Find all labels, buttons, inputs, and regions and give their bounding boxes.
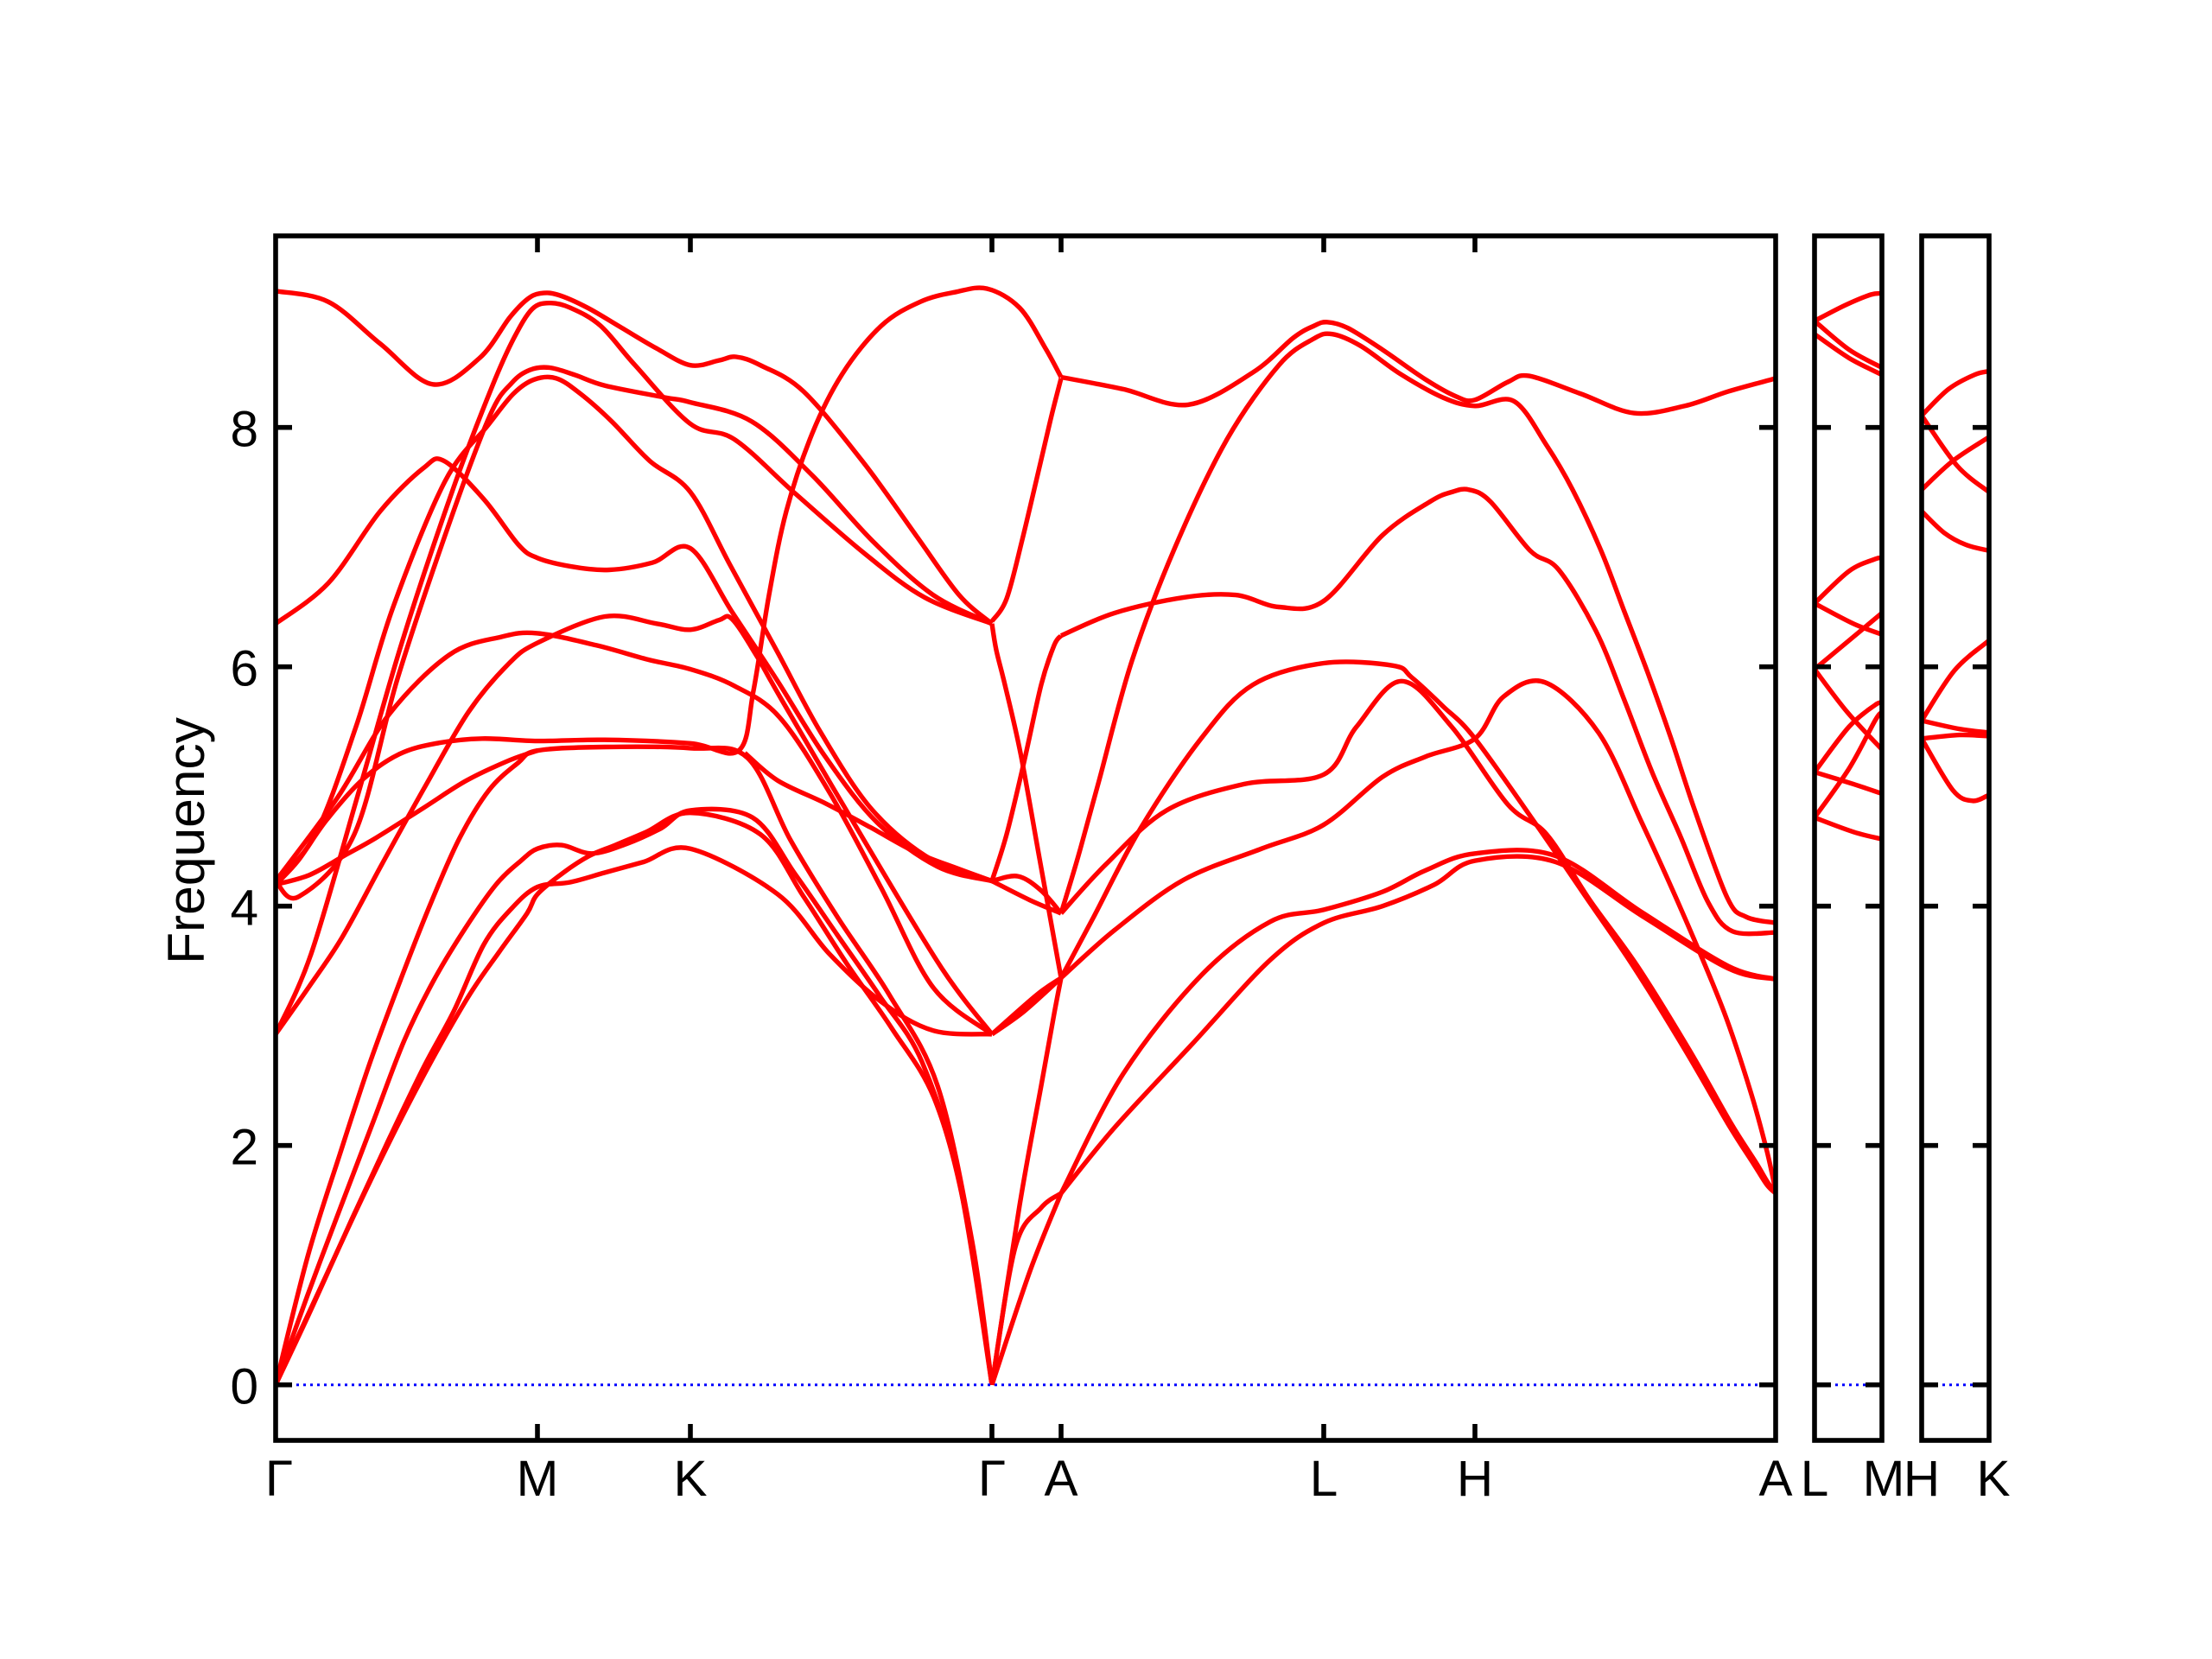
svg-text:8: 8 [230, 402, 258, 458]
svg-text:M: M [1863, 1451, 1905, 1507]
svg-text:L: L [1310, 1451, 1338, 1507]
svg-text:2: 2 [230, 1120, 258, 1176]
svg-text:A: A [1758, 1451, 1792, 1507]
svg-text:L: L [1801, 1451, 1829, 1507]
svg-text:Γ: Γ [978, 1451, 1006, 1507]
svg-text:Frequency: Frequency [156, 716, 215, 964]
svg-text:4: 4 [230, 880, 258, 937]
svg-text:K: K [673, 1451, 707, 1507]
svg-text:Γ: Γ [265, 1451, 293, 1507]
svg-text:M: M [517, 1451, 559, 1507]
svg-text:H: H [1904, 1451, 1940, 1507]
svg-text:A: A [1044, 1451, 1077, 1507]
svg-text:0: 0 [230, 1359, 258, 1415]
svg-text:K: K [1976, 1451, 2010, 1507]
svg-text:6: 6 [230, 641, 258, 697]
svg-text:H: H [1457, 1451, 1493, 1507]
